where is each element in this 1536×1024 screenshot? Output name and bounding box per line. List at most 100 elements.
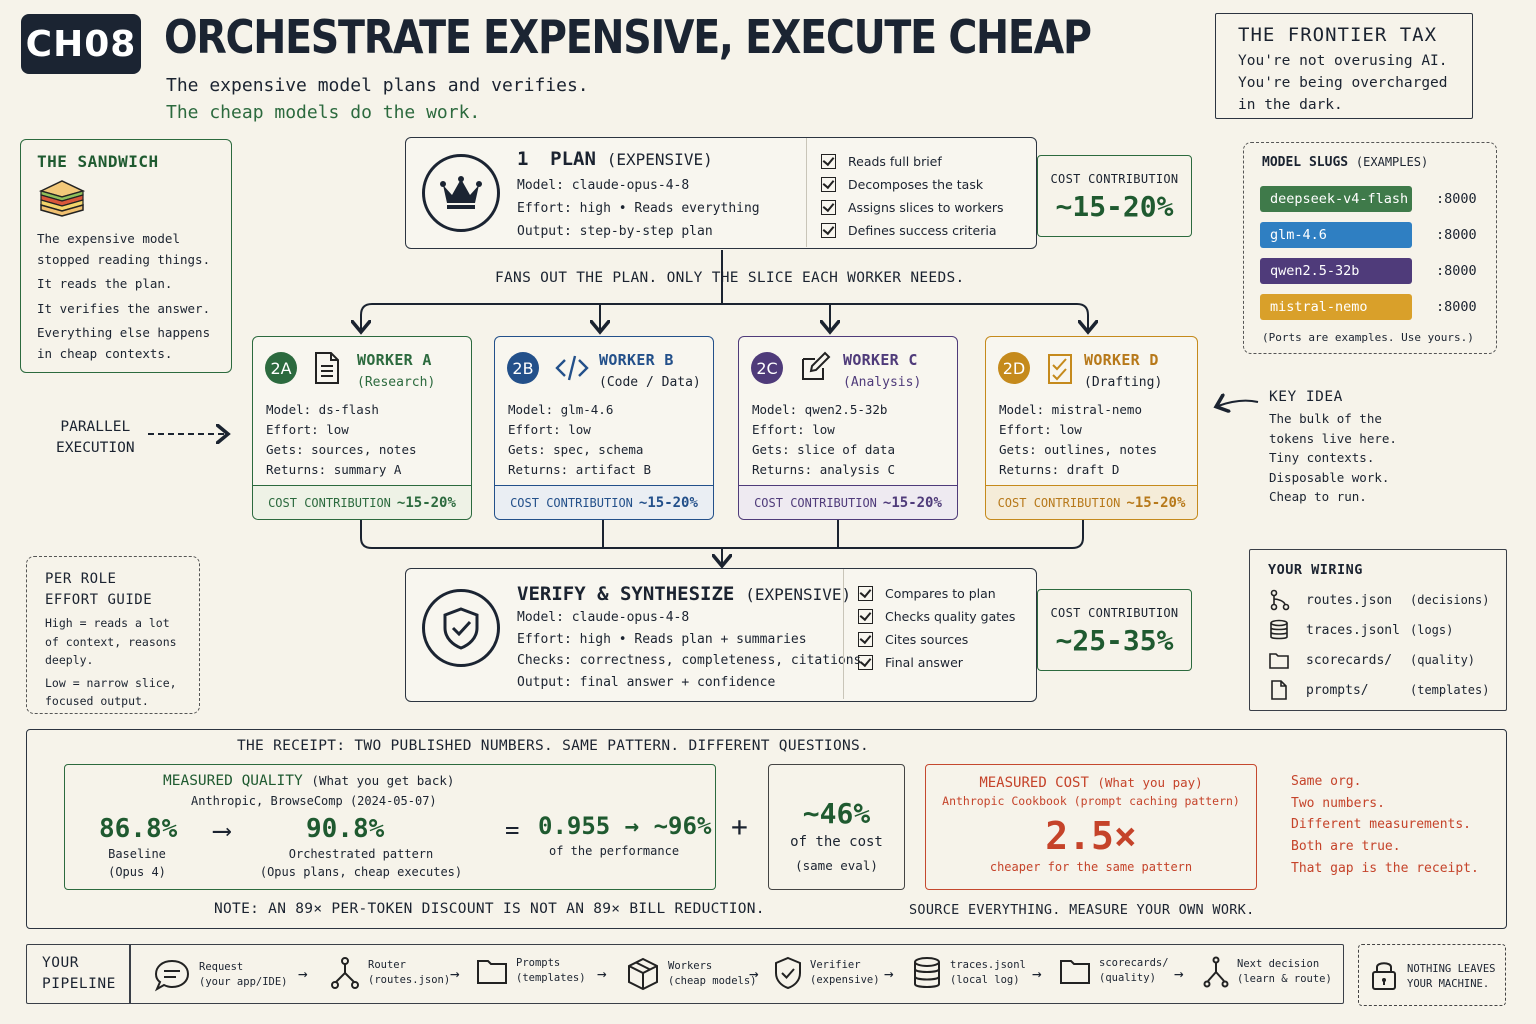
model-slug: deepseek-v4-flash bbox=[1260, 186, 1412, 212]
arrow-right-icon: → bbox=[597, 964, 607, 983]
pipeline-step-traces: traces.jsonl (local log) bbox=[912, 956, 1026, 990]
step-text: scorecards/ (quality) bbox=[1099, 956, 1169, 986]
checklist-item: Final answer bbox=[858, 651, 1015, 674]
worker-line: Effort: low bbox=[508, 422, 591, 437]
step-sub: (quality) bbox=[1099, 972, 1156, 984]
pipeline-step-next-decision: Next decision (learn & route) bbox=[1203, 956, 1332, 988]
frontier-line: You're not overusing AI. bbox=[1238, 53, 1448, 69]
worker-d-card: 2D WORKER D (Drafting) Model: mistral-ne… bbox=[985, 336, 1198, 520]
worker-line: Effort: low bbox=[999, 422, 1082, 437]
effort-title: PER ROLE bbox=[45, 571, 117, 587]
step-name: Verifier bbox=[810, 959, 861, 971]
key-idea-line: tokens live here. bbox=[1269, 430, 1397, 446]
effort-line: Low = narrow slice, bbox=[45, 675, 177, 690]
worker-line: Model: mistral-nemo bbox=[999, 402, 1142, 417]
database-icon bbox=[914, 957, 940, 988]
sandwich-icon bbox=[38, 180, 86, 217]
database-icon bbox=[1270, 619, 1288, 640]
step-sub: (your app/IDE) bbox=[199, 976, 288, 988]
nothing-leaves-box: NOTHING LEAVES YOUR MACHINE. bbox=[1358, 944, 1506, 1006]
step-name: scorecards/ bbox=[1099, 957, 1169, 969]
frontier-title: THE FRONTIER TAX bbox=[1238, 24, 1438, 46]
step-name: traces.jsonl bbox=[950, 959, 1026, 971]
orchestrated-value: 90.8% bbox=[306, 814, 385, 844]
checkbox-icon bbox=[858, 586, 873, 601]
worker-line: Model: ds-flash bbox=[266, 402, 379, 417]
worker-line: Model: qwen2.5-32b bbox=[752, 402, 888, 417]
receipt-commentary: Same org. Two numbers. Different measure… bbox=[1291, 771, 1479, 880]
arrow-right-icon: → bbox=[1032, 964, 1042, 983]
cost-multiplier: 2.5× bbox=[1045, 814, 1137, 858]
arrow-right-icon: → bbox=[1174, 964, 1184, 983]
worker-name: WORKER C bbox=[843, 351, 918, 369]
folder-icon bbox=[1269, 653, 1289, 669]
plan-line: Model: claude-opus-4-8 bbox=[517, 178, 690, 193]
checklist-label: Assigns slices to workers bbox=[848, 200, 1004, 215]
cost-multiplier-label: cheaper for the same pattern bbox=[989, 860, 1193, 874]
wiring-file: scorecards/ bbox=[1306, 652, 1393, 668]
worker-line: Returns: artifact B bbox=[508, 462, 651, 477]
parallel-execution-label: PARALLEL EXECUTION bbox=[56, 417, 135, 459]
effort-guide-box: PER ROLE EFFORT GUIDE High = reads a lot… bbox=[26, 556, 200, 714]
cost-percent: ~46% bbox=[802, 797, 871, 830]
key-idea-line: Tiny contexts. bbox=[1269, 450, 1375, 466]
your-wiring-box: YOUR WIRING routes.json (decisions) trace… bbox=[1249, 549, 1507, 711]
worker-cost: COST CONTRIBUTION ~15-20% bbox=[739, 485, 957, 519]
baseline-line: Baseline bbox=[108, 847, 166, 861]
checklist-icon bbox=[1048, 354, 1072, 384]
arrow-right-icon: ⟶ bbox=[214, 816, 230, 846]
verify-checklist: Compares to plan Checks quality gates Ci… bbox=[843, 569, 1015, 699]
commentary-line: Different measurements. bbox=[1291, 817, 1472, 833]
model-slugs-box: MODEL SLUGS (EXAMPLES) deepseek-v4-flash… bbox=[1243, 142, 1497, 354]
wiring-file: traces.jsonl bbox=[1306, 622, 1400, 638]
ratio-label: of the performance bbox=[549, 844, 680, 858]
worker-role: (Research) bbox=[357, 375, 436, 390]
quality-title-text: MEASURED QUALITY bbox=[163, 773, 303, 789]
step-text: Router (routes.json) bbox=[368, 958, 450, 988]
plan-line: Effort: high • Reads everything bbox=[517, 201, 760, 216]
sandwich-line: It reads the plan. bbox=[37, 276, 173, 291]
document-icon bbox=[315, 352, 339, 384]
commentary-line: Both are true. bbox=[1291, 839, 1401, 855]
step-name: Next decision bbox=[1237, 958, 1320, 970]
pipeline-label-line: PIPELINE bbox=[42, 976, 116, 992]
key-idea-line: Cheap to run. bbox=[1269, 489, 1367, 505]
receipt-note: NOTE: AN 89× PER-TOKEN DISCOUNT IS NOT A… bbox=[214, 901, 765, 917]
nothing-leaves-line: YOUR MACHINE. bbox=[1407, 978, 1490, 990]
worker-name: WORKER D bbox=[1084, 351, 1159, 369]
subtitle-1: The expensive model plans and verifies. bbox=[166, 75, 589, 96]
checklist-label: Reads full brief bbox=[848, 154, 942, 169]
slugs-title-text: MODEL SLUGS bbox=[1262, 155, 1349, 170]
pipeline-step-verifier: Verifier (expensive) bbox=[774, 956, 880, 990]
baseline-line: (Opus 4) bbox=[108, 865, 166, 879]
effort-line: focused output. bbox=[45, 694, 149, 709]
checklist-label: Defines success criteria bbox=[848, 223, 997, 238]
step-name: Request bbox=[199, 961, 244, 973]
baseline-value: 86.8% bbox=[99, 814, 178, 844]
slugs-note: (Ports are examples. Use yours.) bbox=[1262, 331, 1474, 344]
wiring-desc: (decisions) bbox=[1410, 593, 1490, 607]
wiring-desc: (logs) bbox=[1410, 623, 1454, 637]
receipt-title: THE RECEIPT: TWO PUBLISHED NUMBERS. SAME… bbox=[237, 738, 870, 754]
worker-line: Gets: outlines, notes bbox=[999, 442, 1158, 457]
pipeline-step-scorecards: scorecards/ (quality) bbox=[1059, 956, 1169, 986]
model-slug: mistral-nemo bbox=[1260, 294, 1412, 320]
cost-value: ~25-35% bbox=[1055, 624, 1174, 657]
plan-title: 1 PLAN (EXPENSIVE) bbox=[517, 148, 713, 170]
quality-source: Anthropic, BrowseComp (2024-05-07) bbox=[191, 794, 437, 808]
checklist-item: Checks quality gates bbox=[858, 605, 1015, 628]
cost-label: COST CONTRIBUTION bbox=[754, 495, 877, 510]
wiring-item: scorecards/ (quality) bbox=[1268, 648, 1475, 672]
wiring-title: YOUR WIRING bbox=[1268, 562, 1363, 578]
plan-number: 1 bbox=[517, 148, 529, 170]
worker-badge: 2B bbox=[507, 352, 539, 384]
pipeline-step-router: Router (routes.json) bbox=[330, 956, 450, 990]
lock-icon bbox=[1372, 962, 1396, 990]
sandwich-line: stopped reading things. bbox=[37, 251, 211, 267]
checkbox-icon bbox=[821, 200, 836, 215]
worker-badge: 2C bbox=[751, 352, 783, 384]
cost-source: Anthropic Cookbook (prompt caching patte… bbox=[942, 794, 1240, 808]
cost-label: COST CONTRIBUTION bbox=[510, 495, 633, 510]
worker-name: WORKER B bbox=[599, 351, 674, 369]
